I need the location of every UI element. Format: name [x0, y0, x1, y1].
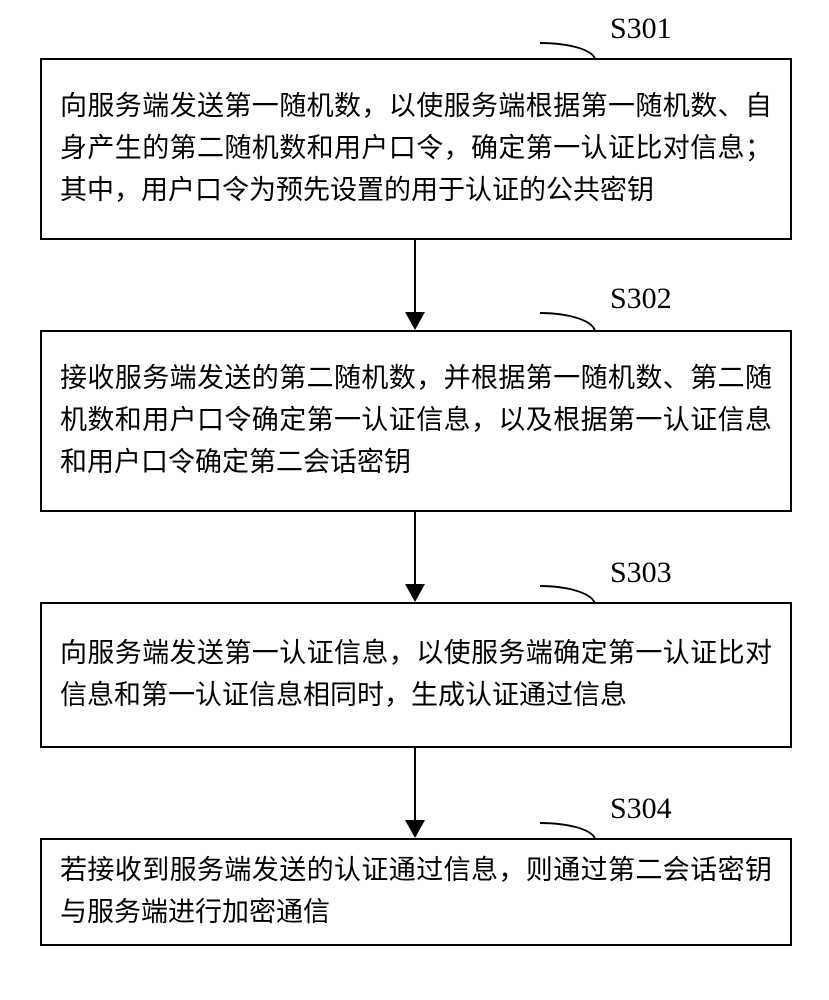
arrow-2-line — [414, 512, 416, 584]
step-label-s304: S304 — [610, 792, 672, 826]
step-label-s303: S303 — [610, 556, 672, 590]
arrow-1-head — [405, 312, 425, 330]
step-label-s301: S301 — [610, 12, 672, 46]
step-node-s301: 向服务端发送第一随机数，以使服务端根据第一随机数、自身产生的第二随机数和用户口令… — [40, 58, 792, 240]
step-text-s302: 接收服务端发送的第二随机数，并根据第一随机数、第二随机数和用户口令确定第一认证信… — [60, 358, 772, 484]
arrow-2-head — [405, 584, 425, 602]
step-text-s301: 向服务端发送第一随机数，以使服务端根据第一随机数、自身产生的第二随机数和用户口令… — [60, 86, 772, 212]
step-callout-s302 — [540, 312, 596, 332]
flowchart-canvas: S301 向服务端发送第一随机数，以使服务端根据第一随机数、自身产生的第二随机数… — [0, 0, 829, 1000]
step-node-s304: 若接收到服务端发送的认证通过信息，则通过第二会话密钥与服务端进行加密通信 — [40, 838, 792, 946]
step-node-s302: 接收服务端发送的第二随机数，并根据第一随机数、第二随机数和用户口令确定第一认证信… — [40, 330, 792, 512]
step-node-s303: 向服务端发送第一认证信息，以使服务端确定第一认证比对信息和第一认证信息相同时，生… — [40, 602, 792, 748]
step-label-s302: S302 — [610, 282, 672, 316]
arrow-1-line — [414, 240, 416, 312]
arrow-3-head — [405, 820, 425, 838]
step-text-s304: 若接收到服务端发送的认证通过信息，则通过第二会话密钥与服务端进行加密通信 — [60, 850, 772, 934]
step-text-s303: 向服务端发送第一认证信息，以使服务端确定第一认证比对信息和第一认证信息相同时，生… — [60, 633, 772, 717]
arrow-3-line — [414, 748, 416, 820]
